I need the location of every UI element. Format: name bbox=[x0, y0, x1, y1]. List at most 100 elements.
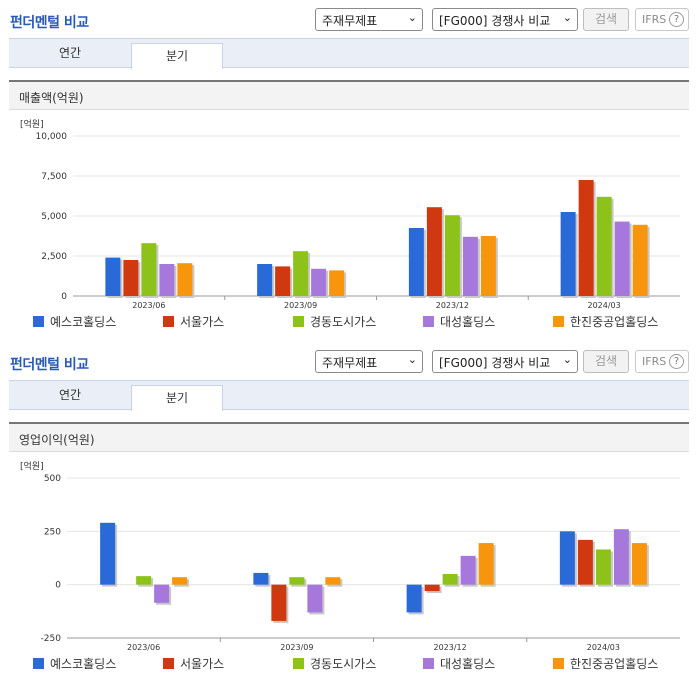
bar bbox=[595, 549, 611, 585]
legend-label: 대성홀딩스 bbox=[440, 657, 496, 671]
fundamental-panel-1: 펀더멘털 비교 주재무제표 ⌄ [FG000] 경쟁사 비교 ⌄ 검색 IFRS… bbox=[0, 0, 696, 329]
tab-quarterly[interactable]: 분기 bbox=[131, 385, 223, 411]
legend-item[interactable]: 경동도시가스 bbox=[293, 655, 376, 672]
bar bbox=[478, 543, 494, 585]
ifrs-button[interactable]: IFRS ? bbox=[635, 350, 689, 373]
legend-item[interactable]: 한진중공업홀딩스 bbox=[553, 313, 658, 330]
bar bbox=[159, 264, 175, 296]
x-tick-label: 2023/06 bbox=[132, 301, 165, 310]
bar bbox=[632, 224, 648, 296]
compare-select-value: [FG000] 경쟁사 비교 bbox=[439, 14, 551, 28]
chevron-down-icon: ⌄ bbox=[407, 353, 417, 366]
bar bbox=[462, 236, 478, 296]
legend-item[interactable]: 경동도시가스 bbox=[293, 313, 376, 330]
legend-label: 예스코홀딩스 bbox=[50, 657, 117, 671]
panel-header: 펀더멘털 비교 주재무제표 ⌄ [FG000] 경쟁사 비교 ⌄ 검색 IFRS… bbox=[0, 342, 696, 380]
bar bbox=[275, 266, 291, 296]
bar bbox=[578, 180, 594, 296]
bar bbox=[172, 577, 188, 585]
legend-label: 한진중공업홀딩스 bbox=[570, 315, 659, 329]
x-tick-label: 2023/12 bbox=[434, 643, 467, 652]
bar bbox=[325, 577, 341, 585]
x-tick-label: 2023/09 bbox=[284, 301, 317, 310]
bar bbox=[123, 260, 139, 296]
search-button[interactable]: 검색 bbox=[583, 8, 629, 31]
legend-item[interactable]: 예스코홀딩스 bbox=[33, 313, 116, 330]
bar bbox=[424, 584, 440, 592]
bar bbox=[560, 212, 576, 296]
y-tick-label: 10,000 bbox=[36, 132, 68, 142]
bar bbox=[406, 584, 422, 613]
compare-select[interactable]: [FG000] 경쟁사 비교 ⌄ bbox=[432, 350, 578, 373]
help-icon[interactable]: ? bbox=[669, 12, 684, 27]
ifrs-label: IFRS bbox=[642, 355, 667, 368]
legend-swatch bbox=[423, 658, 434, 669]
y-tick-label: -250 bbox=[41, 634, 62, 644]
compare-select[interactable]: [FG000] 경쟁사 비교 ⌄ bbox=[432, 8, 578, 31]
panel-header: 펀더멘털 비교 주재무제표 ⌄ [FG000] 경쟁사 비교 ⌄ 검색 IFRS… bbox=[0, 0, 696, 38]
chevron-down-icon: ⌄ bbox=[407, 11, 417, 24]
unit-label: [억원] bbox=[20, 462, 44, 472]
legend-label: 서울가스 bbox=[180, 657, 225, 671]
legend-item[interactable]: 대성홀딩스 bbox=[423, 313, 495, 330]
chart-legend: 예스코홀딩스 서울가스 경동도시가스 대성홀딩스 한진중공업홀딩스 bbox=[0, 313, 696, 329]
chevron-down-icon: ⌄ bbox=[562, 11, 572, 24]
legend-label: 서울가스 bbox=[180, 315, 225, 329]
legend-swatch bbox=[293, 316, 304, 327]
bar bbox=[100, 522, 116, 585]
panel-title: 펀더멘털 비교 bbox=[10, 15, 89, 31]
bar bbox=[105, 257, 121, 296]
chevron-down-icon: ⌄ bbox=[562, 353, 572, 366]
y-tick-label: 7,500 bbox=[41, 172, 67, 182]
statement-select[interactable]: 주재무제표 ⌄ bbox=[315, 350, 423, 373]
legend-item[interactable]: 한진중공업홀딩스 bbox=[553, 655, 658, 672]
tab-annual[interactable]: 연간 bbox=[58, 46, 82, 60]
bar bbox=[136, 576, 152, 585]
ifrs-button[interactable]: IFRS ? bbox=[635, 8, 689, 31]
legend-swatch bbox=[33, 316, 44, 327]
bar bbox=[141, 243, 157, 296]
period-tabs: 연간 분기 bbox=[9, 38, 689, 69]
statement-select[interactable]: 주재무제표 ⌄ bbox=[315, 8, 423, 31]
search-button[interactable]: 검색 bbox=[583, 350, 629, 373]
section-header: 매출액(억원) bbox=[9, 80, 689, 110]
bar bbox=[257, 264, 273, 296]
legend-item[interactable]: 예스코홀딩스 bbox=[33, 655, 116, 672]
panel-title: 펀더멘털 비교 bbox=[10, 357, 89, 373]
legend-label: 한진중공업홀딩스 bbox=[570, 657, 659, 671]
y-tick-label: 2,500 bbox=[41, 252, 67, 262]
legend-swatch bbox=[33, 658, 44, 669]
legend-label: 대성홀딩스 bbox=[440, 315, 496, 329]
bar bbox=[329, 270, 345, 296]
section-header: 영업이익(억원) bbox=[9, 422, 689, 452]
bar bbox=[480, 236, 496, 296]
tab-quarterly[interactable]: 분기 bbox=[131, 43, 223, 69]
y-tick-label: 5,000 bbox=[41, 212, 67, 222]
legend-item[interactable]: 대성홀딩스 bbox=[423, 655, 495, 672]
bar bbox=[577, 539, 593, 585]
bar bbox=[311, 268, 327, 296]
bar bbox=[177, 263, 193, 296]
legend-item[interactable]: 서울가스 bbox=[163, 655, 224, 672]
bar bbox=[293, 251, 309, 296]
legend-label: 예스코홀딩스 bbox=[50, 315, 117, 329]
statement-select-value: 주재무제표 bbox=[322, 14, 378, 28]
y-tick-label: 0 bbox=[61, 292, 67, 302]
statement-select-value: 주재무제표 bbox=[322, 356, 378, 370]
legend-swatch bbox=[163, 316, 174, 327]
section-title: 영업이익(억원) bbox=[19, 433, 95, 447]
section-title: 매출액(억원) bbox=[19, 91, 84, 105]
help-icon[interactable]: ? bbox=[669, 354, 684, 369]
y-tick-label: 0 bbox=[55, 581, 61, 591]
x-tick-label: 2024/03 bbox=[588, 301, 621, 310]
bar bbox=[614, 221, 630, 296]
tab-annual[interactable]: 연간 bbox=[58, 388, 82, 402]
y-tick-label: 500 bbox=[44, 474, 61, 484]
bar bbox=[460, 555, 476, 585]
legend-item[interactable]: 서울가스 bbox=[163, 313, 224, 330]
chart-legend: 예스코홀딩스 서울가스 경동도시가스 대성홀딩스 한진중공업홀딩스 bbox=[0, 655, 696, 671]
bar bbox=[559, 531, 575, 585]
legend-swatch bbox=[293, 658, 304, 669]
bar bbox=[442, 574, 458, 585]
bar bbox=[154, 584, 170, 603]
